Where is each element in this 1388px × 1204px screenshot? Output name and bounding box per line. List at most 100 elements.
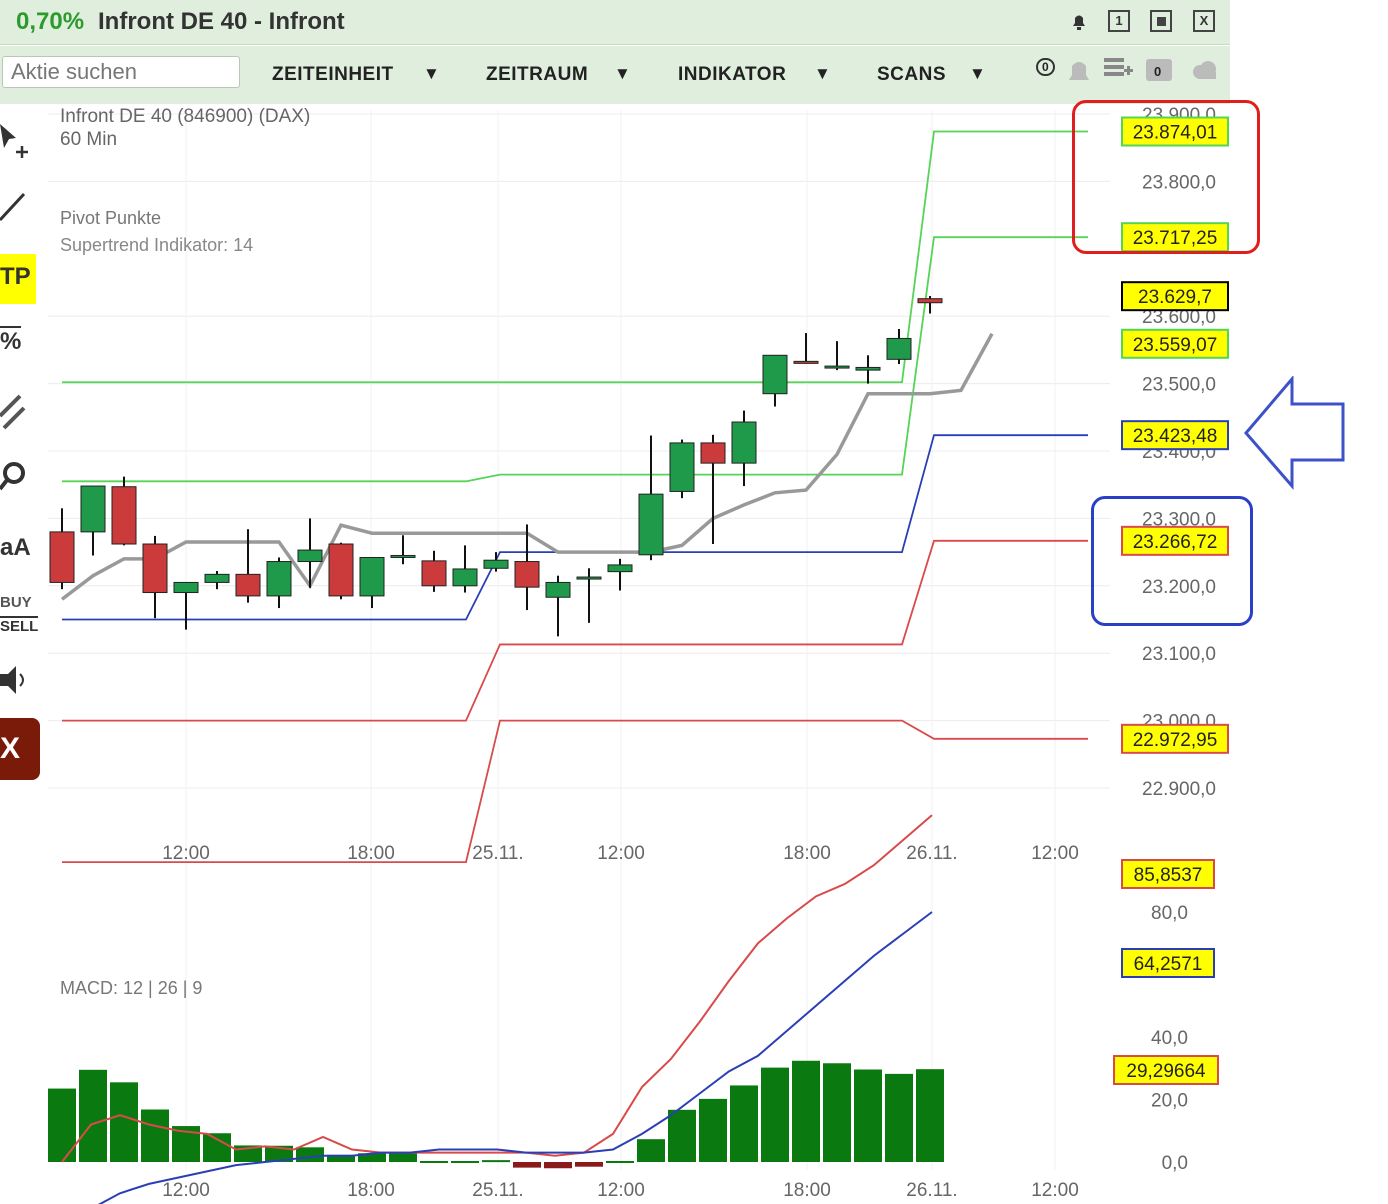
macd-histogram-bar — [885, 1073, 913, 1162]
percent-button[interactable]: % — [0, 326, 22, 355]
time-tick-label: 18:00 — [783, 843, 831, 864]
menu-zeiteinheit[interactable]: ZEITEINHEIT — [272, 64, 394, 85]
parallel-lines-icon[interactable] — [0, 392, 26, 437]
list-add-icon[interactable] — [1102, 54, 1134, 87]
price-tick-label: 23.600,0 — [1142, 307, 1216, 328]
candle-body — [421, 560, 447, 587]
price-tick-label: 23.200,0 — [1142, 577, 1216, 598]
minimize-button[interactable]: 1 — [1108, 10, 1130, 32]
indicator-label-supertrend: Supertrend Indikator: 14 — [60, 235, 253, 255]
price-value-label-box — [1121, 328, 1229, 359]
cursor-crosshair-icon[interactable] — [0, 124, 32, 165]
candle-body — [793, 360, 819, 364]
candle-body — [111, 486, 137, 545]
alert-count-badge[interactable]: 0 — [1036, 58, 1055, 76]
maximize-button[interactable] — [1150, 10, 1172, 32]
macd-line — [61, 814, 933, 1163]
macd-histogram-bar — [296, 1147, 324, 1162]
candle-body — [359, 556, 385, 597]
candle-body — [297, 549, 323, 563]
macd-tick-label: 20,0 — [1151, 1091, 1188, 1112]
close-button[interactable]: X — [1193, 10, 1215, 32]
portfolio-count: 0 — [1154, 64, 1162, 79]
time-tick-label: 18:00 — [347, 843, 395, 864]
price-value-label: 23.559,07 — [1133, 335, 1218, 356]
macd-histogram-bar — [575, 1162, 603, 1167]
macd-histogram-bar — [203, 1133, 231, 1162]
macd-histogram-bar — [792, 1060, 820, 1162]
search-input[interactable]: Aktie suchen — [2, 56, 240, 88]
portfolio-icon[interactable] — [1144, 54, 1174, 87]
time-tick-label-macd: 12:00 — [1031, 1180, 1079, 1201]
price-tick-label: 23.500,0 — [1142, 375, 1216, 396]
candle-body — [669, 442, 695, 492]
time-tick-label-macd: 26.11. — [906, 1180, 957, 1201]
macd-histogram-bar — [544, 1162, 572, 1169]
chevron-down-icon[interactable]: ▼ — [969, 64, 986, 83]
candle-body — [204, 573, 230, 583]
price-value-label: 23.717,25 — [1133, 228, 1218, 249]
menu-indikator[interactable]: INDIKATOR — [678, 64, 787, 85]
time-tick-label: 26.11. — [906, 843, 957, 864]
sell-label[interactable]: SELL — [0, 616, 39, 635]
pivot-line-p — [62, 434, 1088, 621]
price-value-label-box — [1121, 420, 1229, 451]
candle-body — [142, 543, 168, 594]
macd-histogram-bar — [79, 1069, 107, 1162]
buy-label[interactable]: BUY — [0, 594, 32, 611]
chevron-down-icon[interactable]: ▼ — [423, 64, 440, 83]
price-value-label-box — [1121, 281, 1229, 312]
menu-scans[interactable]: SCANS — [877, 64, 947, 85]
bell-icon[interactable] — [1068, 10, 1090, 32]
candle-body — [514, 561, 540, 588]
time-tick-label: 12:00 — [597, 843, 645, 864]
candle-body — [700, 442, 726, 464]
candle-body — [545, 581, 571, 598]
macd-histogram-bar — [668, 1109, 696, 1162]
price-change-percent: 0,70% — [16, 8, 85, 35]
chevron-down-icon[interactable]: ▼ — [614, 64, 631, 83]
time-tick-label-macd: 18:00 — [347, 1180, 395, 1201]
candle-body — [266, 561, 292, 597]
speaker-icon[interactable] — [0, 664, 30, 701]
alarm-icon[interactable] — [1066, 54, 1092, 87]
candle-body — [638, 493, 664, 556]
macd-histogram-bar — [265, 1145, 293, 1162]
font-size-button[interactable]: aA — [0, 534, 31, 561]
instrument-label: Infront DE 40 (846900) (DAX) — [60, 106, 310, 127]
zoom-icon[interactable] — [0, 459, 26, 500]
macd-value-label: 29,29664 — [1126, 1061, 1206, 1082]
annotation-arrow-icon — [1244, 376, 1345, 490]
candle-body — [731, 421, 757, 464]
price-value-label: 23.629,7 — [1138, 287, 1212, 308]
candle-body — [235, 573, 261, 597]
candle-body — [80, 485, 106, 533]
menu-zeitraum[interactable]: ZEITRAUM — [486, 64, 589, 85]
tp-button[interactable]: TP — [0, 254, 36, 304]
macd-tick-label: 80,0 — [1151, 903, 1188, 924]
interval-label: 60 Min — [60, 129, 117, 150]
price-value-label: 23.423,48 — [1133, 426, 1218, 447]
macd-histogram-bar — [482, 1160, 510, 1163]
time-tick-label: 12:00 — [162, 843, 210, 864]
window-title: Infront DE 40 - Infront — [98, 8, 345, 35]
time-tick-label-macd: 18:00 — [783, 1180, 831, 1201]
macd-histogram-bar — [389, 1152, 417, 1162]
macd-histogram-bar — [606, 1161, 634, 1163]
candle-body — [483, 559, 509, 569]
pivot-line-s2 — [62, 719, 1088, 864]
chevron-down-icon[interactable]: ▼ — [814, 64, 831, 83]
price-tick-label: 23.300,0 — [1142, 509, 1216, 530]
close-position-button[interactable]: X — [0, 718, 40, 780]
macd-histogram-bar — [513, 1162, 541, 1168]
trendline-icon[interactable] — [0, 192, 26, 227]
chart-area[interactable]: 23.900,023.800,023.600,023.500,023.400,0… — [0, 104, 1388, 1204]
axis-ticks: 23.900,023.800,023.600,023.500,023.400,0… — [162, 105, 1216, 1201]
price-tick-label: 22.900,0 — [1142, 779, 1216, 800]
macd-value-label: 64,2571 — [1134, 954, 1203, 975]
macd-histogram-bar — [823, 1063, 851, 1162]
pivot-line-s1 — [62, 539, 1088, 722]
price-tick-label: 23.800,0 — [1142, 172, 1216, 193]
price-value-label-box — [1121, 116, 1229, 147]
cloud-icon[interactable] — [1190, 58, 1220, 85]
